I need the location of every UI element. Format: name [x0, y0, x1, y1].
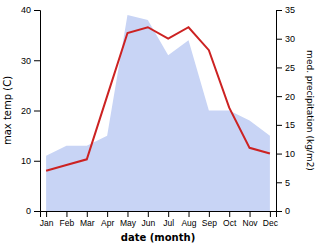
- tick-label: 35: [285, 5, 295, 15]
- y2-axis: 0 5 10 15 20 25 30 35: [276, 5, 295, 216]
- tick-label: Mar: [80, 218, 95, 228]
- tick-label: 10: [21, 156, 31, 166]
- tick: May: [120, 211, 137, 228]
- tick: 0: [26, 206, 40, 216]
- tick-label: Sep: [202, 218, 217, 228]
- tick-mark: [276, 67, 282, 68]
- tick-label: 25: [285, 63, 295, 73]
- temperature-area: [46, 15, 270, 211]
- axis-line: [34, 11, 41, 212]
- tick-mark: [276, 154, 282, 155]
- tick-label: Aug: [181, 218, 196, 228]
- tick-label: May: [120, 218, 137, 228]
- tick: Nov: [242, 211, 258, 228]
- tick-mark: [127, 211, 128, 217]
- tick: 10: [21, 156, 40, 166]
- tick: Jul: [163, 211, 174, 228]
- tick: 20: [21, 106, 40, 116]
- tick: Mar: [80, 211, 95, 228]
- tick-label: 20: [21, 106, 31, 116]
- tick-mark: [276, 10, 282, 11]
- plot: Jan Feb Mar Apr May Jun Jul Aug Sep Oct Nov Dec 0 10 2…: [21, 5, 295, 228]
- tick: 5: [276, 178, 290, 188]
- axis-line: [41, 212, 277, 218]
- axis-line: [277, 11, 283, 212]
- tick: Jan: [40, 211, 54, 228]
- tick-mark: [148, 211, 149, 217]
- tick-mark: [34, 161, 40, 162]
- y-axis-title: max temp (C): [2, 76, 13, 145]
- tick-label: Dec: [263, 218, 279, 228]
- tick-label: Oct: [223, 218, 237, 228]
- tick-label: 5: [285, 178, 290, 188]
- tick: 20: [276, 92, 295, 102]
- tick-mark: [87, 211, 88, 217]
- tick: 0: [276, 206, 290, 216]
- tick-mark: [250, 211, 251, 217]
- tick-mark: [34, 111, 40, 112]
- tick-label: 0: [26, 206, 31, 216]
- tick: 25: [276, 63, 295, 73]
- tick-label: Apr: [101, 218, 114, 228]
- tick-mark: [46, 211, 47, 217]
- tick: 15: [276, 120, 295, 130]
- tick: Dec: [263, 211, 279, 228]
- tick-label: Jun: [141, 218, 155, 228]
- y2-axis-title: med. precipitation (kg/m2): [305, 50, 315, 171]
- tick: 30: [21, 56, 40, 66]
- tick-mark: [209, 211, 210, 217]
- tick-label: 15: [285, 120, 295, 130]
- tick-mark: [34, 10, 40, 11]
- tick: Jun: [141, 211, 155, 228]
- tick-label: Jan: [40, 218, 54, 228]
- chart-container: Jan Feb Mar Apr May Jun Jul Aug Sep Oct Nov Dec 0 10 2…: [0, 0, 318, 247]
- tick-mark: [229, 211, 230, 217]
- tick: 40: [21, 5, 40, 15]
- tick: Apr: [101, 211, 114, 228]
- x-axis: Jan Feb Mar Apr May Jun Jul Aug Sep Oct Nov Dec: [40, 211, 279, 228]
- precipitation-line: [46, 27, 270, 171]
- marks: [46, 15, 270, 211]
- tick-mark: [276, 211, 282, 212]
- x-axis-title: date (month): [121, 232, 195, 243]
- tick: Aug: [181, 211, 196, 228]
- chart: Jan Feb Mar Apr May Jun Jul Aug Sep Oct Nov Dec 0 10 2…: [0, 0, 318, 247]
- tick-mark: [107, 211, 108, 217]
- tick-mark: [276, 125, 282, 126]
- tick-label: 30: [21, 56, 31, 66]
- tick: 35: [276, 5, 295, 15]
- tick: 30: [276, 34, 295, 44]
- tick-label: Nov: [242, 218, 258, 228]
- tick-label: Feb: [60, 218, 75, 228]
- tick-mark: [276, 39, 282, 40]
- tick-mark: [189, 211, 190, 217]
- tick-label: 0: [285, 206, 290, 216]
- tick-mark: [276, 96, 282, 97]
- tick-mark: [276, 182, 282, 183]
- tick-label: Jul: [163, 218, 174, 228]
- tick-label: 20: [285, 92, 295, 102]
- y-axis: 0 10 20 30 40: [21, 5, 41, 216]
- tick-mark: [66, 211, 67, 217]
- tick: 10: [276, 149, 295, 159]
- tick: Sep: [202, 211, 217, 228]
- tick-label: 10: [285, 149, 295, 159]
- tick: Oct: [223, 211, 237, 228]
- tick: Feb: [60, 211, 75, 228]
- tick-mark: [270, 211, 271, 217]
- tick-mark: [34, 60, 40, 61]
- tick-mark: [168, 211, 169, 217]
- tick-label: 30: [285, 34, 295, 44]
- tick-mark: [34, 211, 40, 212]
- tick-label: 40: [21, 5, 31, 15]
